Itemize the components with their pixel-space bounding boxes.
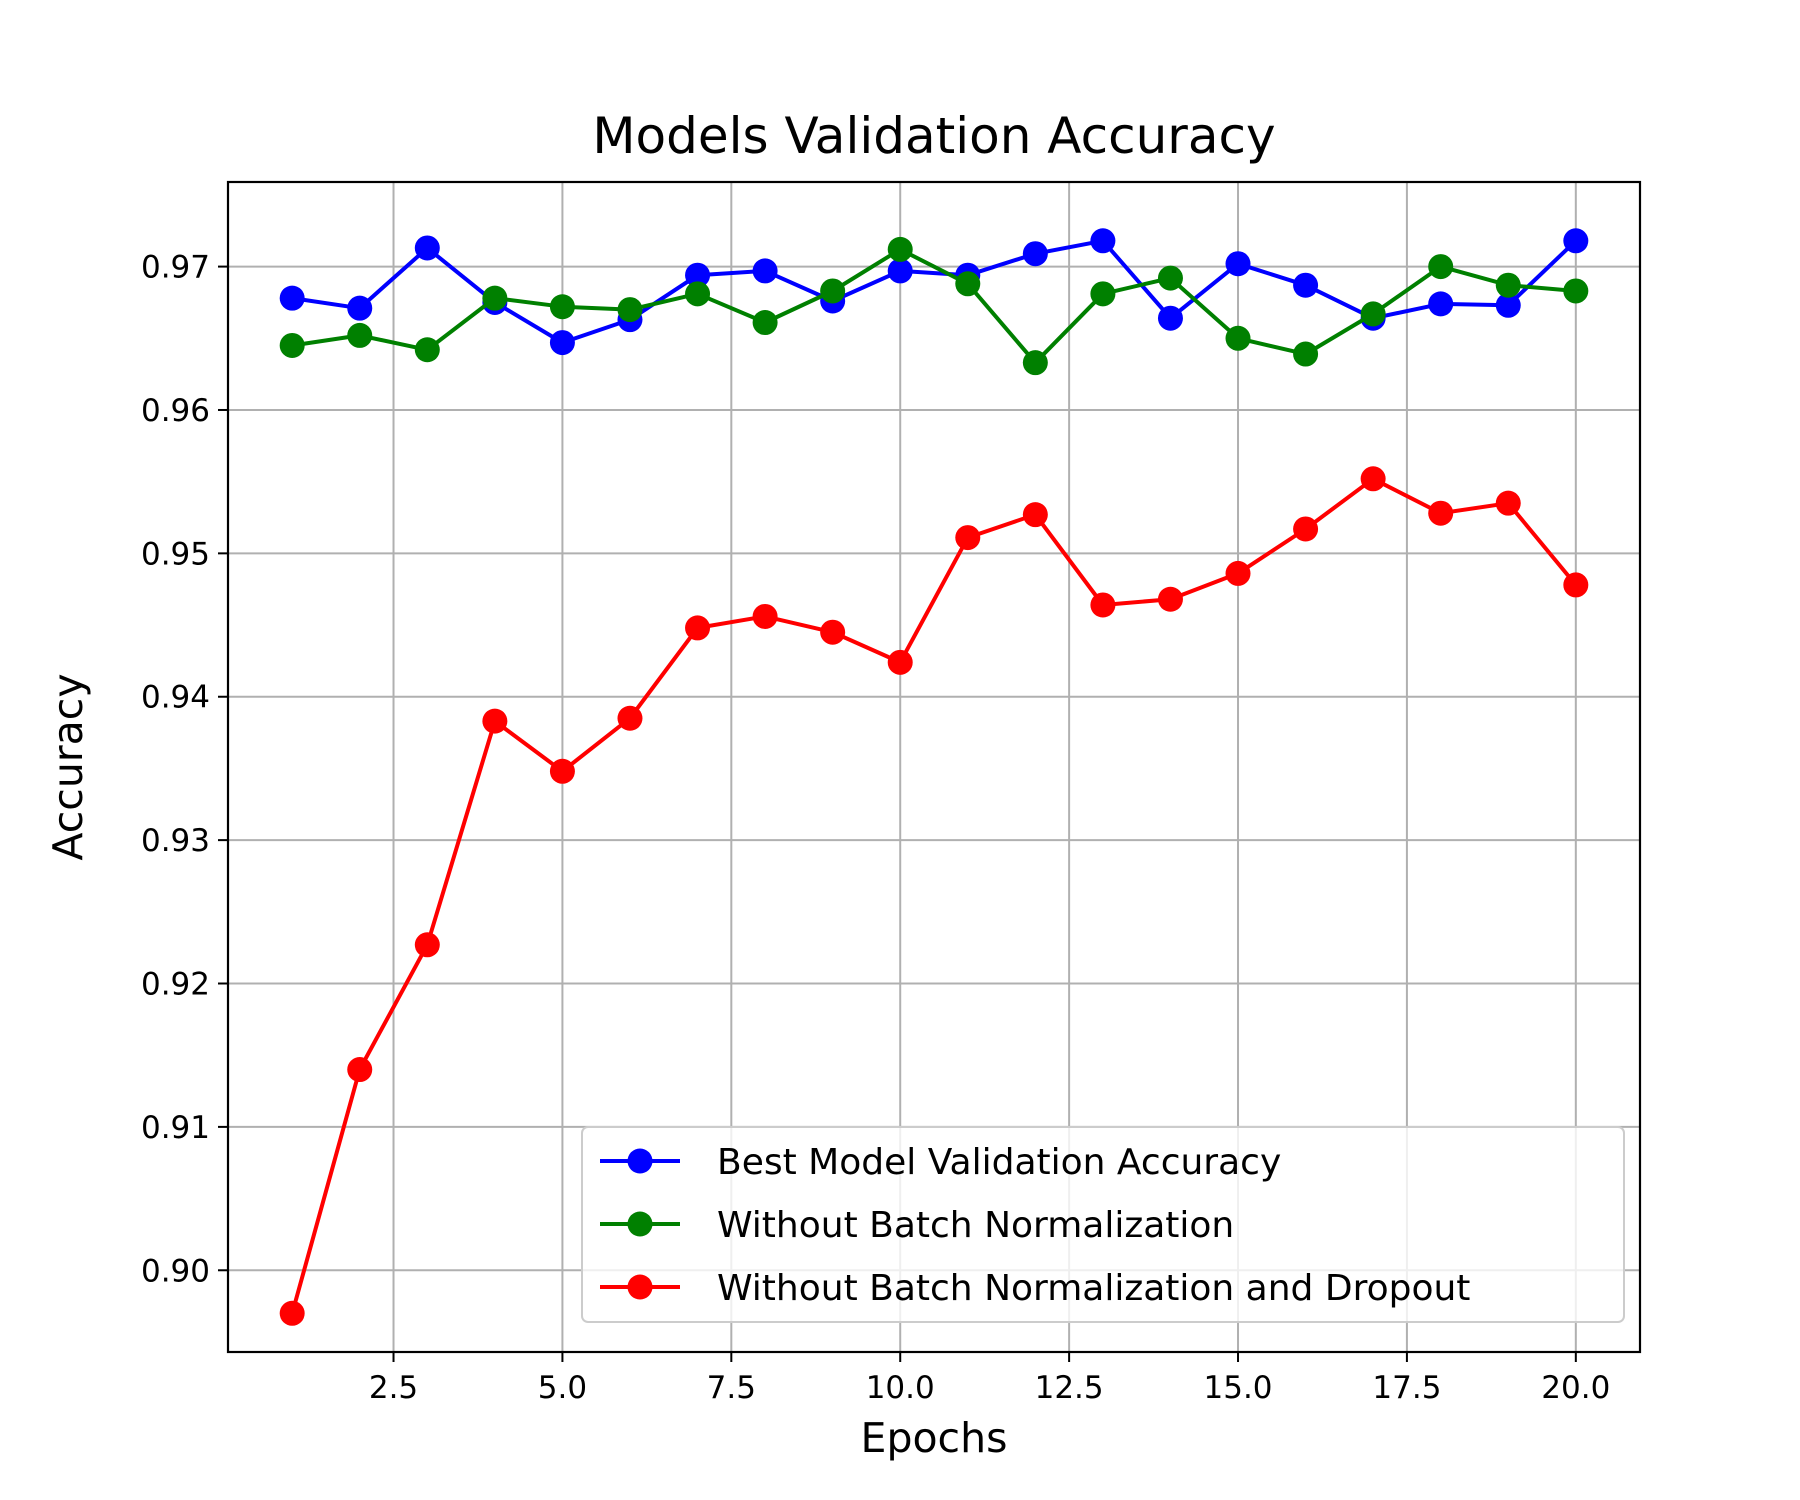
data-point — [1495, 272, 1521, 298]
x-tick-label: 20.0 — [1541, 1370, 1610, 1406]
y-axis-label: Accuracy — [44, 673, 92, 860]
y-tick-label: 0.91 — [141, 1110, 210, 1146]
x-axis-label: Epochs — [861, 1414, 1008, 1462]
x-tick-label: 7.5 — [707, 1370, 756, 1406]
data-point — [1293, 341, 1319, 367]
data-point — [1428, 291, 1454, 317]
data-point — [1293, 272, 1319, 298]
x-tick-label: 5.0 — [538, 1370, 587, 1406]
data-point — [1090, 228, 1116, 254]
x-tick-label: 15.0 — [1204, 1370, 1273, 1406]
y-tick-label: 0.95 — [141, 536, 210, 572]
data-point — [1022, 350, 1048, 376]
x-tick-label: 10.0 — [866, 1370, 935, 1406]
legend-marker — [627, 1274, 653, 1300]
legend-marker — [627, 1211, 653, 1237]
data-point — [887, 649, 913, 675]
data-point — [955, 525, 981, 551]
y-tick-label: 0.90 — [141, 1253, 210, 1289]
legend-marker — [627, 1148, 653, 1174]
tick-layer: 2.5 5.0 7.5 10.0 12.5 15.0 17.5 20.0 0.90 0.91 0.9… — [141, 250, 1610, 1406]
data-point — [1225, 325, 1251, 351]
data-point — [955, 271, 981, 297]
series-layer — [279, 228, 1589, 1326]
data-point — [617, 297, 643, 323]
data-point — [1157, 586, 1183, 612]
x-tick-label: 12.5 — [1035, 1370, 1104, 1406]
data-point — [1495, 292, 1521, 318]
data-point — [1022, 502, 1048, 528]
data-point — [1563, 572, 1589, 598]
data-point — [482, 285, 508, 311]
data-point — [549, 330, 575, 356]
y-tick-label: 0.93 — [141, 823, 210, 859]
data-point — [685, 281, 711, 307]
data-point — [279, 332, 305, 358]
data-point — [549, 294, 575, 320]
data-point — [1495, 490, 1521, 516]
legend-box — [581, 1126, 1625, 1323]
data-point — [1090, 281, 1116, 307]
data-point — [482, 708, 508, 734]
data-point — [1157, 305, 1183, 331]
y-tick-label: 0.97 — [141, 250, 210, 286]
legend-label: Best Model Validation Accuracy — [717, 1142, 1281, 1183]
data-point — [752, 310, 778, 336]
data-point — [1428, 254, 1454, 280]
data-point — [1090, 592, 1116, 618]
data-point — [1428, 500, 1454, 526]
y-tick-label: 0.94 — [141, 680, 210, 716]
y-tick-label: 0.92 — [141, 967, 210, 1003]
legend-label: Without Batch Normalization and Dropout — [717, 1268, 1470, 1309]
x-tick-label: 17.5 — [1372, 1370, 1441, 1406]
data-point — [347, 295, 373, 321]
data-point — [685, 262, 711, 288]
data-point — [887, 258, 913, 284]
x-tick-label: 2.5 — [369, 1370, 418, 1406]
chart-title: Models Validation Accuracy — [592, 107, 1275, 165]
data-point — [752, 258, 778, 284]
data-point — [617, 705, 643, 731]
data-point — [414, 235, 440, 261]
data-point — [279, 285, 305, 311]
data-point — [1022, 241, 1048, 267]
legend: Best Model Validation Accuracy Without Ba… — [581, 1126, 1625, 1323]
plot-frame — [226, 180, 1642, 1354]
data-point — [820, 619, 846, 645]
y-tick-label: 0.96 — [141, 393, 210, 429]
data-point — [1360, 466, 1386, 492]
series-line — [290, 476, 1578, 1314]
data-point — [347, 322, 373, 348]
data-point — [279, 1300, 305, 1326]
data-point — [549, 758, 575, 784]
data-point — [414, 337, 440, 363]
data-point — [685, 615, 711, 641]
data-point — [1360, 301, 1386, 327]
data-point — [1563, 228, 1589, 254]
data-point — [347, 1057, 373, 1083]
legend-label: Without Batch Normalization — [717, 1205, 1234, 1246]
data-point — [414, 932, 440, 958]
data-point — [820, 278, 846, 304]
data-point — [1563, 278, 1589, 304]
data-point — [1157, 265, 1183, 291]
data-point — [752, 603, 778, 629]
data-point — [1225, 251, 1251, 277]
data-point — [1225, 560, 1251, 586]
data-point — [1293, 516, 1319, 542]
data-point — [887, 236, 913, 262]
